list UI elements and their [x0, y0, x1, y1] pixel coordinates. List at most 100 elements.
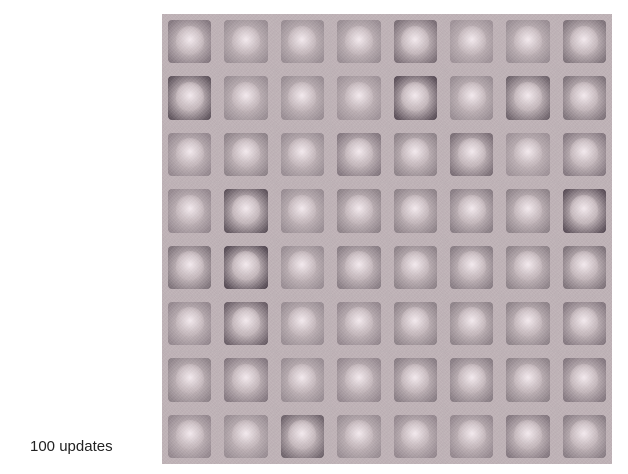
sample-tile — [556, 239, 612, 295]
tile-noise — [500, 70, 556, 126]
sample-tile — [218, 352, 274, 408]
tile-face — [288, 251, 317, 282]
sample-tile — [556, 70, 612, 126]
tile-noise — [331, 352, 387, 408]
tile-face — [570, 25, 599, 56]
tile-face — [401, 194, 430, 225]
tile-face — [570, 138, 599, 169]
tile-face — [344, 194, 373, 225]
tile-noise — [218, 126, 274, 183]
tile-face — [513, 307, 542, 338]
tile-face — [288, 363, 317, 394]
tile-face — [457, 251, 486, 282]
sample-tile — [500, 352, 556, 408]
tile-face — [232, 194, 261, 225]
sample-tile — [218, 126, 274, 183]
tile-noise — [218, 352, 274, 408]
tile-noise — [443, 183, 500, 239]
sample-tile — [218, 70, 274, 126]
sample-tile — [331, 239, 387, 295]
tile-face — [513, 138, 542, 169]
tile-noise — [274, 126, 331, 183]
sample-tile — [556, 408, 612, 464]
sample-tile — [500, 126, 556, 183]
sample-tile — [387, 70, 443, 126]
tile-noise — [443, 70, 500, 126]
tile-face — [401, 363, 430, 394]
tile-face — [513, 363, 542, 394]
tile-noise — [162, 70, 218, 126]
tile-noise — [443, 239, 500, 295]
tile-face — [570, 81, 599, 112]
sample-tile — [331, 14, 387, 70]
tile-noise — [500, 295, 556, 352]
tile-noise — [443, 408, 500, 464]
tile-face — [288, 194, 317, 225]
tile-face — [175, 81, 204, 112]
tile-noise — [274, 70, 331, 126]
tile-noise — [218, 14, 274, 70]
tile-noise — [387, 70, 443, 126]
sample-tile — [274, 239, 331, 295]
tile-face — [457, 363, 486, 394]
tile-noise — [331, 239, 387, 295]
sample-tile — [500, 14, 556, 70]
tile-face — [344, 363, 373, 394]
sample-tile — [387, 352, 443, 408]
tile-face — [288, 138, 317, 169]
sample-tile — [162, 14, 218, 70]
sample-tile — [331, 183, 387, 239]
tile-noise — [218, 295, 274, 352]
tile-face — [513, 251, 542, 282]
tile-noise — [162, 183, 218, 239]
sample-tile — [218, 295, 274, 352]
sample-tile — [387, 126, 443, 183]
tile-face — [570, 363, 599, 394]
sample-tile — [500, 239, 556, 295]
sample-tile — [162, 126, 218, 183]
sample-tile — [331, 352, 387, 408]
sample-tile — [556, 295, 612, 352]
sample-tile — [443, 408, 500, 464]
sample-tile — [162, 183, 218, 239]
sample-tile — [387, 14, 443, 70]
tile-noise — [331, 183, 387, 239]
sample-tile — [556, 183, 612, 239]
tile-face — [570, 420, 599, 451]
tile-noise — [218, 239, 274, 295]
tile-face — [401, 81, 430, 112]
tile-face — [401, 138, 430, 169]
sample-tile — [443, 183, 500, 239]
sample-tile — [443, 14, 500, 70]
tile-face — [457, 138, 486, 169]
sample-tile — [500, 295, 556, 352]
tile-noise — [556, 70, 612, 126]
sample-tile — [218, 408, 274, 464]
tile-face — [232, 363, 261, 394]
tile-noise — [331, 408, 387, 464]
sample-tile — [331, 70, 387, 126]
tile-noise — [556, 239, 612, 295]
sample-tile — [387, 295, 443, 352]
tile-noise — [387, 295, 443, 352]
tile-noise — [274, 239, 331, 295]
sample-tile — [443, 239, 500, 295]
sample-tile — [218, 14, 274, 70]
tile-noise — [274, 14, 331, 70]
tile-noise — [331, 295, 387, 352]
tile-face — [513, 420, 542, 451]
tile-face — [344, 307, 373, 338]
tile-noise — [218, 70, 274, 126]
sample-tile — [500, 183, 556, 239]
tile-noise — [556, 352, 612, 408]
sample-tile — [274, 408, 331, 464]
tile-face — [175, 25, 204, 56]
sample-tile — [162, 295, 218, 352]
tile-noise — [500, 126, 556, 183]
sample-tile — [274, 295, 331, 352]
tile-noise — [274, 352, 331, 408]
tile-face — [344, 251, 373, 282]
tile-face — [232, 420, 261, 451]
tile-noise — [218, 408, 274, 464]
sample-grid — [162, 14, 612, 464]
